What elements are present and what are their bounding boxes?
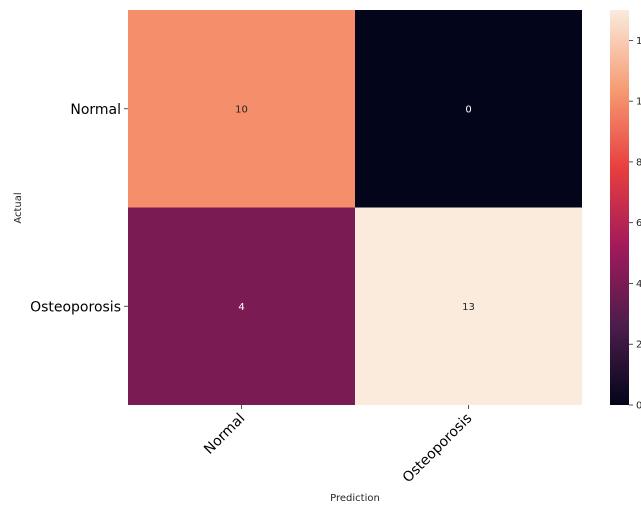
heatmap-cell	[355, 207, 582, 405]
heatmap-cell	[128, 207, 355, 405]
heatmap-cell	[128, 10, 355, 208]
cell-value-label: 10	[235, 104, 248, 115]
heatmap-cell	[355, 10, 582, 208]
y-tick-label: Osteoporosis	[30, 299, 121, 315]
colorbar-tick-label: 1	[636, 36, 641, 47]
colorbar-tick-label: 6	[636, 218, 641, 229]
x-tick-label: Normal	[201, 411, 248, 458]
cell-value-label: 0	[465, 104, 471, 115]
y-tick-label: Normal	[70, 102, 121, 118]
colorbar-tick-label: 1	[636, 97, 641, 108]
x-tick-labels: Normal Osteoporosis	[201, 405, 475, 486]
cell-value-label: 13	[462, 302, 475, 313]
colorbar-ticks: 0 2 4 6 8 1 1	[629, 36, 641, 412]
x-axis-label: Prediction	[330, 493, 380, 504]
cell-value-label: 4	[238, 302, 244, 313]
y-axis-label: Actual	[13, 192, 24, 223]
colorbar-gradient	[610, 10, 629, 405]
x-tick-label: Osteoporosis	[400, 411, 476, 487]
y-tick-labels: Normal Osteoporosis	[30, 102, 128, 315]
colorbar-tick-label: 2	[636, 340, 641, 351]
colorbar: 0 2 4 6 8 1 1	[610, 10, 641, 412]
heatmap-cells: 10 0 4 13	[128, 10, 582, 405]
colorbar-tick-label: 0	[636, 401, 641, 412]
colorbar-tick-label: 8	[636, 157, 641, 168]
colorbar-tick-label: 4	[636, 279, 641, 290]
